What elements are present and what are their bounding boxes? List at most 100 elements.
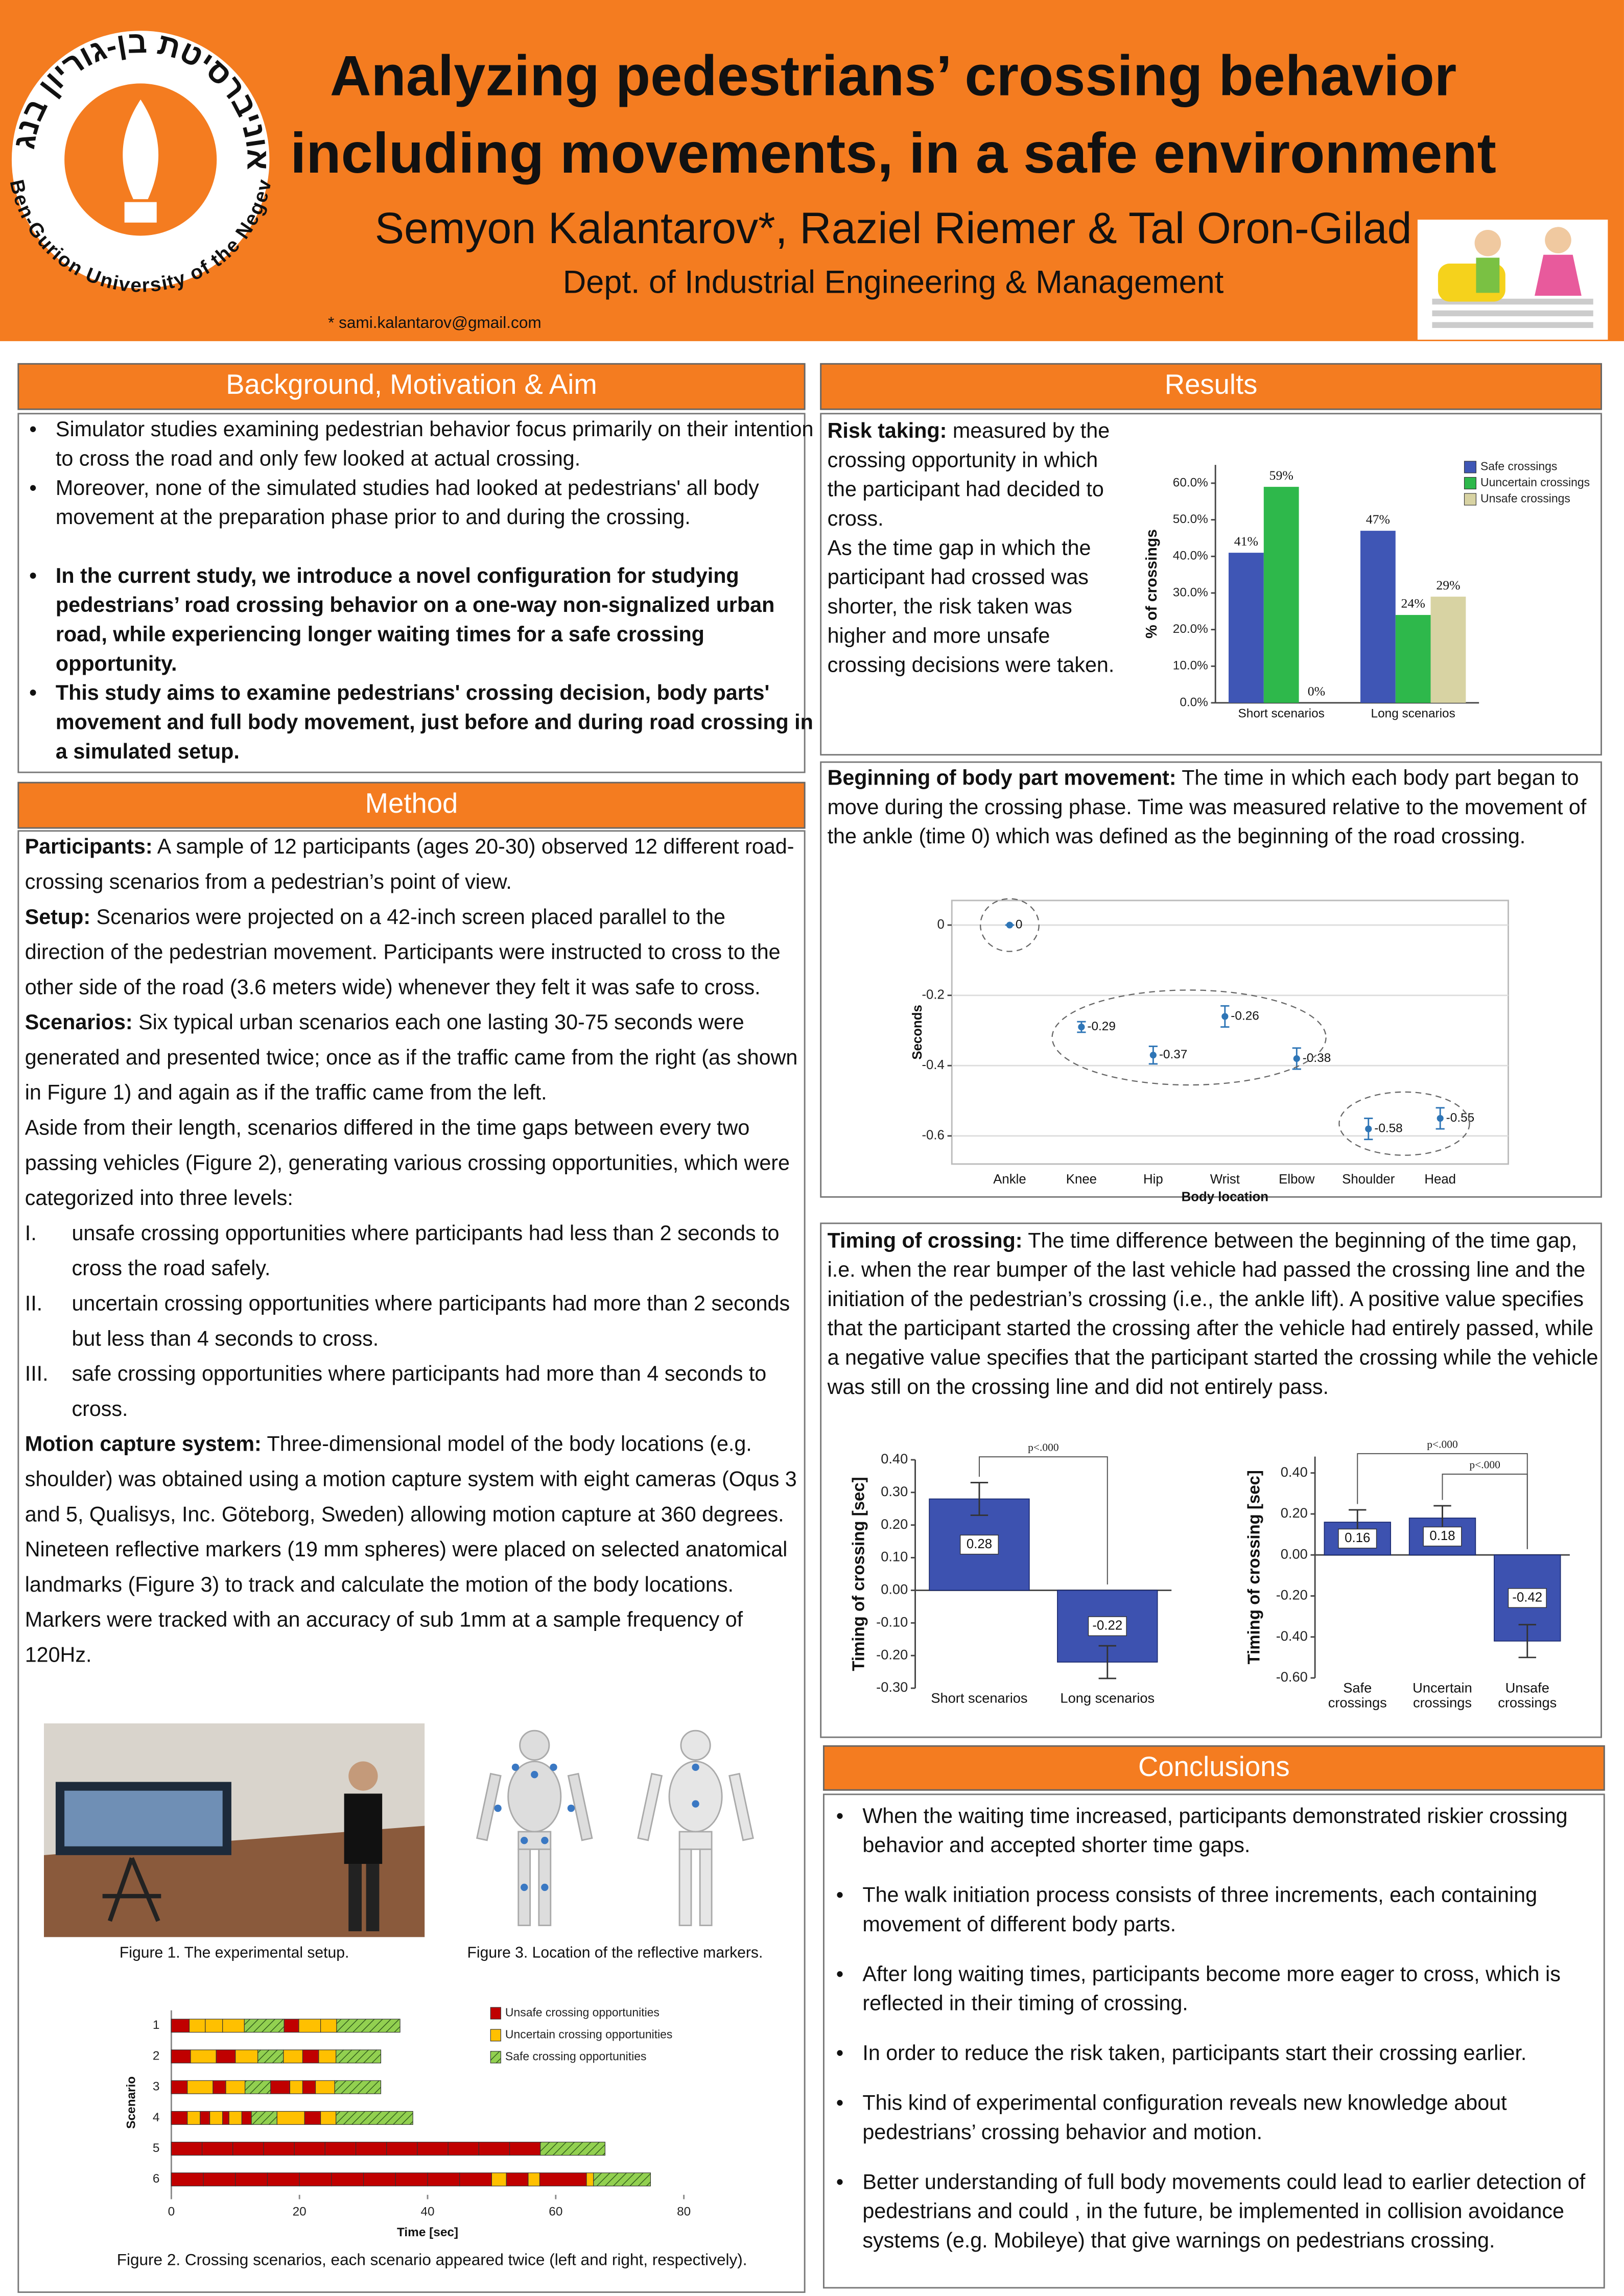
value-label: 29% bbox=[1436, 578, 1460, 593]
value-label: 0.28 bbox=[967, 1537, 992, 1551]
segment bbox=[244, 2019, 285, 2033]
bullet: After long waiting times, participants b… bbox=[836, 1960, 1624, 2019]
title-line: including movements, in a safe environme… bbox=[290, 123, 1496, 186]
x-tick-label: Shoulder bbox=[1342, 1172, 1395, 1187]
crosswalk bbox=[1432, 298, 1593, 328]
annotation: p<.000 bbox=[1028, 1441, 1058, 1454]
movement-text: Beginning of body part movement: The tim… bbox=[828, 764, 1596, 852]
x-tick-label: 40 bbox=[420, 2205, 434, 2219]
y-tick-label: 0.00 bbox=[881, 1581, 908, 1597]
value-label: -0.22 bbox=[1092, 1619, 1122, 1633]
point bbox=[1437, 1115, 1444, 1122]
level: III. safe crossing opportunities where pa… bbox=[25, 1357, 801, 1428]
bullet: When the waiting time increased, partici… bbox=[836, 1803, 1624, 1861]
segment bbox=[540, 2142, 605, 2156]
segment bbox=[395, 2172, 428, 2187]
significance-bracket bbox=[1442, 1473, 1528, 1549]
value-label-box bbox=[1338, 1528, 1377, 1549]
method-levels: I. unsafe crossing opportunities where pa… bbox=[25, 1217, 801, 1428]
segment bbox=[304, 2111, 321, 2125]
segment bbox=[187, 2080, 214, 2094]
y-tick-label: 0.00 bbox=[1281, 1546, 1308, 1561]
label: Scenarios: bbox=[25, 1011, 133, 1035]
x-tick-label-box: Long scenarios bbox=[1371, 707, 1455, 720]
chart-movement: 0 -0.2 -0.4 -0.6 Seconds Ankle 0 Knee -0.29 Hip -0… bbox=[910, 898, 1509, 1204]
bar bbox=[1228, 553, 1264, 703]
label: Risk taking: bbox=[827, 420, 947, 444]
value-label: -0.55 bbox=[1446, 1111, 1475, 1125]
y-tick-label: 0.30 bbox=[881, 1483, 908, 1499]
plot-frame bbox=[951, 900, 1509, 1165]
segment bbox=[427, 2172, 460, 2187]
segment bbox=[539, 2172, 587, 2187]
x-tick-label: Long scenarios bbox=[1060, 1692, 1155, 1708]
segment bbox=[363, 2172, 396, 2187]
segment bbox=[245, 2080, 271, 2094]
figure-bg bbox=[454, 1723, 776, 1937]
bar bbox=[1263, 487, 1299, 703]
x-tick-label: Short scenarios bbox=[1238, 707, 1325, 721]
segment bbox=[284, 2019, 299, 2033]
logo: אוניברסיטת בן-גוריון בנגב Ben-Gurion Uni… bbox=[7, 27, 274, 293]
segment bbox=[213, 2080, 226, 2094]
segment bbox=[299, 2172, 332, 2187]
value-label: 0% bbox=[1308, 684, 1325, 699]
figure-3-image bbox=[454, 1723, 776, 1937]
email: * sami.kalantarov@gmail.com bbox=[328, 315, 542, 333]
y-tick-label: 0.10 bbox=[881, 1549, 908, 1565]
value-label: -0.26 bbox=[1231, 1009, 1259, 1023]
text: A sample of 12 participants (ages 20-30)… bbox=[25, 836, 794, 895]
title: Analyzing pedestrians’ crossing behavior… bbox=[278, 38, 1509, 194]
y-tick-label: 0.20 bbox=[881, 1516, 908, 1532]
legend-label: Uuncertain crossings bbox=[1480, 476, 1590, 489]
segment bbox=[171, 2111, 188, 2125]
person bbox=[348, 1761, 378, 1791]
level-number: II. bbox=[25, 1293, 43, 1316]
label: Timing of crossing: bbox=[827, 1229, 1023, 1253]
segment bbox=[355, 2142, 387, 2156]
figure-1-photo bbox=[43, 1723, 425, 1937]
method-aside: Aside from their length, scenarios diffe… bbox=[25, 1117, 790, 1211]
y-tick-label: 0.0% bbox=[1180, 695, 1208, 709]
y-tick-label: 60.0% bbox=[1173, 476, 1208, 489]
x-tick-label: Safe crossings bbox=[1328, 1682, 1387, 1712]
segment bbox=[222, 2111, 229, 2125]
y-tick-label: 0.20 bbox=[1281, 1505, 1308, 1521]
x-tick-label: Elbow bbox=[1279, 1172, 1315, 1187]
segment bbox=[190, 2049, 217, 2064]
text: Three-dimensional model of the body loca… bbox=[25, 1433, 797, 1668]
segment bbox=[200, 2111, 210, 2125]
segment bbox=[235, 2049, 258, 2064]
legend-label: Safe crossings bbox=[1480, 459, 1557, 472]
x-tick-label: 0 bbox=[168, 2205, 175, 2219]
segment bbox=[241, 2111, 252, 2125]
caption: Figure 2. Crossing scenarios, each scena… bbox=[116, 2252, 747, 2270]
segment bbox=[506, 2172, 529, 2187]
group-oval bbox=[1338, 1091, 1470, 1156]
segment bbox=[209, 2111, 223, 2125]
value-label-box bbox=[1423, 1526, 1462, 1547]
segment bbox=[302, 2080, 316, 2094]
kid bbox=[1476, 257, 1500, 293]
x-tick-label: Head bbox=[1424, 1172, 1456, 1187]
markers bbox=[494, 1763, 699, 1891]
kid bbox=[1535, 254, 1582, 296]
y-tick-label: -0.4 bbox=[922, 1058, 944, 1072]
y-tick-label: -0.30 bbox=[876, 1679, 908, 1695]
segment bbox=[228, 2111, 242, 2125]
segment bbox=[336, 2049, 382, 2064]
segment bbox=[270, 2080, 290, 2094]
x-tick-label: Unsafe crossings bbox=[1498, 1682, 1557, 1712]
y-tick-label: -0.2 bbox=[922, 987, 944, 1002]
stand bbox=[102, 1857, 161, 1922]
segment bbox=[283, 2049, 303, 2064]
y-tick-label: 30.0% bbox=[1173, 585, 1208, 599]
bullet: Better understanding of full body moveme… bbox=[836, 2168, 1624, 2256]
paragraph: Scenarios: Six typical urban scenarios e… bbox=[25, 1006, 801, 1111]
section-heading: Results bbox=[820, 363, 1602, 410]
section-heading: Background, Motivation & Aim bbox=[17, 363, 806, 410]
level: II. uncertain crossing opportunities wher… bbox=[25, 1287, 801, 1358]
y-tick-label: 4 bbox=[153, 2111, 160, 2124]
chart-risk: 0.0% 10.0% 20.0% 30.0% 40.0% 50.0% 60.0% % of c… bbox=[1143, 459, 1590, 721]
value-label: -0.29 bbox=[1087, 1020, 1116, 1033]
